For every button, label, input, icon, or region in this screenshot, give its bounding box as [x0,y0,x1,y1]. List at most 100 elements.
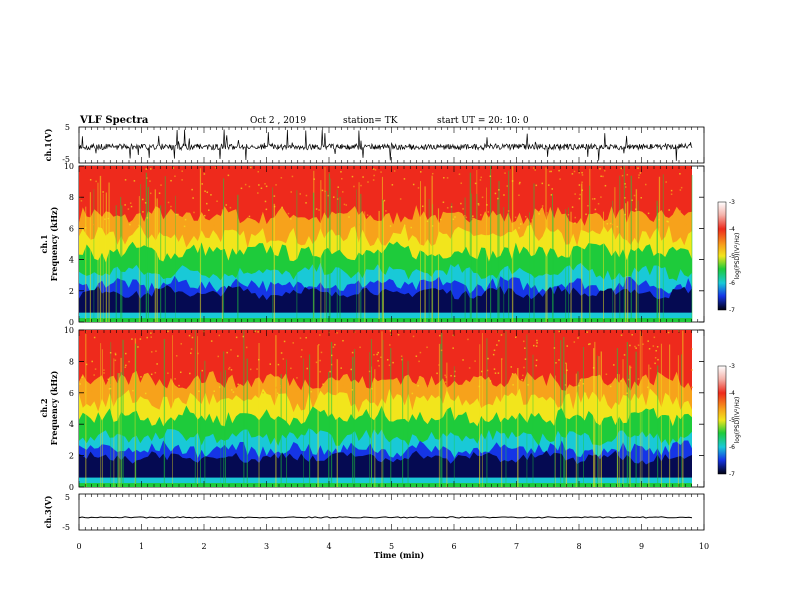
speckle [581,171,583,174]
speckle [657,226,660,228]
speckle [684,223,687,226]
speckle [350,368,352,371]
speckle [450,375,452,377]
speckle [150,336,152,338]
speckle [670,189,673,192]
speckle [167,372,169,374]
speckle [371,387,373,390]
speckle [536,339,538,342]
speckle [443,177,445,179]
speckle [548,170,551,173]
speckle [184,218,187,221]
x-tick-label: 9 [639,542,644,551]
speckle [345,204,348,206]
speckle [400,355,403,357]
speckle [574,216,577,219]
speckle [412,183,415,186]
speckle [500,334,503,336]
speckle [359,346,361,349]
speckle [559,178,561,180]
speckle [129,202,132,204]
speckle [446,177,449,179]
speckle [340,367,342,369]
speckle [440,349,443,352]
speckle [581,174,584,176]
speckle [519,181,521,184]
speckle [94,368,97,370]
speckle [227,218,230,221]
speckle [319,370,321,373]
speckle [237,355,239,357]
speckle [644,215,646,218]
speckle [464,215,466,217]
speckle [291,175,294,178]
speckle [287,212,290,215]
speckle [385,210,387,212]
speckle [198,388,200,391]
speckle [373,219,375,222]
speckle [460,202,462,205]
speckle [257,192,259,194]
speckle [415,355,418,357]
speckle [204,190,206,192]
speckle [226,351,228,354]
speckle [213,390,216,393]
speckle [574,193,576,195]
speckle [188,334,191,337]
x-tick-label: 0 [76,542,81,551]
speckle [144,202,147,204]
speckle [380,171,382,173]
speckle [656,346,659,348]
time-axis: 0 1 2 3 4 5 6 7 8 9 10 [76,127,709,551]
ch2-spec-ytick-label: 8 [69,357,74,366]
speckle [574,222,576,224]
speckle [635,347,637,349]
speckle [496,344,498,346]
speckle [142,198,144,201]
speckle [515,336,517,338]
speckle [487,357,489,360]
speckle [146,217,149,219]
speckle [206,202,208,205]
ch1-spec-ytick-label: 0 [69,318,74,327]
colorbar-tick-label: -5 [729,253,735,260]
speckle [653,336,656,339]
speckle [468,367,471,369]
speckle [218,386,221,388]
speckle [462,208,464,210]
speckle [498,189,500,191]
speckle [616,225,619,228]
speckle [654,356,657,359]
speckle [386,359,389,361]
time-axis-label: Time (min) [374,550,424,560]
speckle [629,366,632,369]
speckle [518,194,520,197]
speckle [395,379,398,382]
speckle [458,173,461,175]
speckle [374,169,377,171]
speckle [198,390,200,393]
speckle [399,198,402,200]
speckle [558,359,560,361]
speckle [593,198,596,200]
speckle [114,353,117,356]
speckle [264,183,266,185]
speckle [203,173,206,175]
speckle [305,202,307,204]
speckle [482,219,484,222]
speckle [479,179,482,181]
speckle [679,173,681,175]
speckle [232,391,235,393]
speckle [319,359,321,362]
speckle [214,166,217,169]
speckle [550,194,553,196]
speckle [242,335,244,338]
speckle [410,226,413,229]
speckle [377,351,380,354]
speckle [670,193,673,195]
speckle [183,225,186,228]
speckle [150,351,153,353]
speckle [578,384,580,387]
speckle [114,352,117,355]
speckle [190,352,192,354]
